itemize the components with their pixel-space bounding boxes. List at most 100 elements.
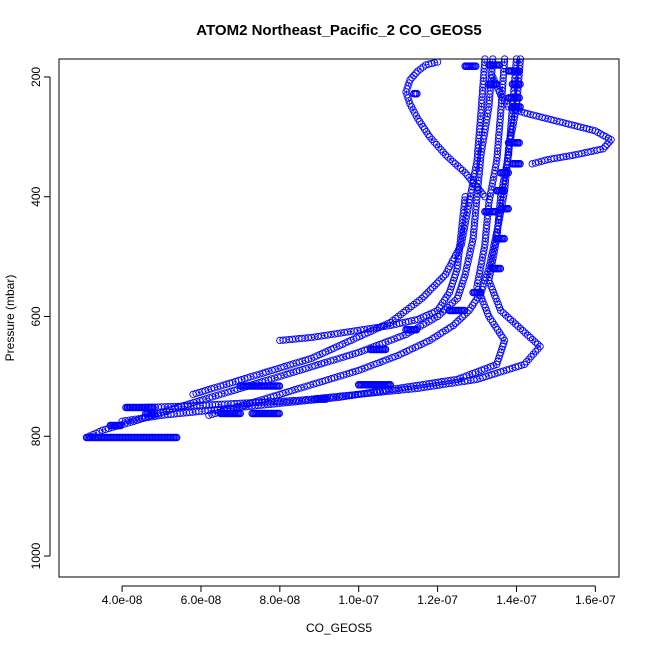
data-point: [531, 338, 539, 346]
data-point: [465, 173, 473, 182]
x-tick-label: 6.0e-08: [181, 593, 222, 607]
data-point: [444, 153, 452, 161]
data-point: [422, 290, 430, 298]
data-point: [451, 319, 460, 327]
data-point: [527, 353, 535, 361]
y-tick-label: 400: [29, 186, 43, 206]
data-point: [437, 146, 445, 154]
data-point: [516, 324, 525, 333]
x-axis-label: CO_GEOS5: [306, 621, 372, 635]
data-point-run: [516, 160, 524, 168]
y-tick-label: 200: [29, 67, 43, 87]
data-point: [461, 169, 469, 177]
data-point: [459, 166, 467, 175]
y-tick-label: 800: [29, 426, 43, 446]
x-axis: 4.0e-08 6.0e-08 8.0e-08 1.0e-07 1.2e-07 1.4e-…: [102, 585, 616, 607]
y-axis-label: Pressure (mbar): [3, 275, 17, 362]
data-point: [456, 315, 464, 323]
x-tick-label: 4.0e-08: [102, 593, 143, 607]
data-point-run: [492, 80, 501, 89]
data-point: [121, 417, 130, 425]
data-point: [469, 178, 477, 187]
data-point: [420, 292, 428, 301]
data-point: [101, 425, 110, 434]
data-point: [426, 133, 434, 141]
data-point: [605, 138, 613, 146]
data-point: [414, 67, 422, 75]
data-point: [435, 277, 443, 285]
data-point: [451, 160, 459, 168]
data-point-run: [471, 62, 480, 70]
data-point: [454, 162, 462, 170]
data-point: [504, 313, 512, 321]
data-point: [603, 140, 611, 148]
data-point: [448, 299, 457, 307]
data-point: [468, 238, 477, 246]
data-point-run: [515, 67, 523, 75]
data-point: [463, 171, 471, 179]
data-point: [529, 336, 537, 344]
data-point-run: [275, 382, 284, 390]
x-tick-label: 1.2e-07: [417, 593, 458, 607]
data-point: [521, 329, 529, 337]
data-point: [431, 281, 439, 290]
data-point: [441, 151, 450, 159]
data-point: [466, 248, 474, 256]
data-point: [428, 283, 437, 292]
data-point: [471, 181, 479, 189]
data-point: [501, 311, 510, 319]
data-point-run: [496, 264, 505, 273]
data-point: [471, 368, 480, 377]
data-point: [514, 322, 522, 330]
data-point: [531, 159, 540, 167]
data-point: [524, 331, 532, 339]
data-point-run: [412, 325, 421, 334]
data-point: [192, 389, 200, 398]
data-point-run: [413, 89, 421, 98]
data-point: [454, 317, 462, 325]
data-point-run: [500, 186, 509, 195]
x-tick-label: 8.0e-08: [259, 593, 300, 607]
data-point-run: [495, 61, 504, 69]
data-point: [408, 74, 416, 82]
data-point: [279, 336, 287, 344]
data-point: [607, 136, 615, 144]
data-point: [479, 190, 487, 198]
data-point: [509, 318, 517, 326]
data-point-run: [476, 288, 485, 297]
plot-frame: [58, 58, 620, 578]
data-point: [451, 297, 459, 305]
data-point: [534, 340, 542, 348]
data-point: [435, 143, 443, 151]
data-point-run: [321, 395, 330, 403]
data-point: [481, 193, 489, 201]
data-point: [453, 294, 461, 303]
series-line-1: [86, 58, 494, 438]
data-point: [430, 138, 438, 146]
data-point: [426, 286, 435, 294]
data-point: [477, 188, 485, 196]
x-tick-label: 1.4e-07: [496, 593, 537, 607]
data-point-run: [275, 409, 284, 418]
data-point: [424, 288, 432, 296]
x-tick-label: 1.0e-07: [338, 593, 379, 607]
data-point: [459, 373, 468, 381]
data-point: [536, 342, 544, 351]
y-tick-label: 1000: [29, 542, 43, 569]
data-point: [454, 291, 462, 300]
data-point: [276, 336, 284, 345]
data-point: [473, 183, 481, 191]
data-point: [519, 327, 527, 335]
data-point-run: [117, 421, 125, 430]
data-point: [376, 358, 384, 366]
data-point: [511, 320, 520, 328]
series-line-2: [129, 58, 541, 408]
chart-title: ATOM2 Northeast_Pacific_2 CO_GEOS5: [196, 22, 481, 39]
data-point: [432, 140, 441, 149]
data-point: [534, 345, 542, 353]
data-point-run: [386, 380, 395, 389]
data-point: [529, 350, 538, 358]
data-point-run: [491, 207, 500, 216]
data-point: [494, 357, 502, 366]
